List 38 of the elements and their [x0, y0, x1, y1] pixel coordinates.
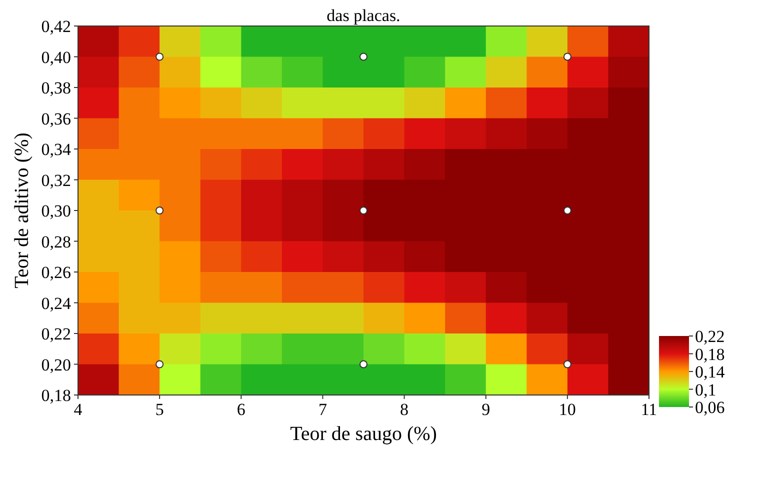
point	[360, 206, 368, 214]
point	[156, 52, 164, 61]
x-tick-label: 8	[400, 400, 409, 419]
x-tick-label: 11	[640, 400, 658, 419]
y-tick-label: 0,32	[41, 170, 71, 190]
point	[563, 206, 572, 214]
y-tick-label: 0,28	[41, 232, 71, 252]
y-tick-label: 0,30	[41, 202, 71, 220]
x-tick-label: 6	[236, 400, 246, 419]
x-tick-label: 5	[155, 400, 164, 419]
color-bar-label: 0,18	[695, 344, 725, 364]
y-tick-label: 0,36	[41, 109, 71, 128]
x-tick-label: 10	[558, 400, 576, 419]
point	[563, 52, 572, 61]
color-bar-label: 0,1	[695, 380, 716, 400]
y-tick-label: 0,22	[41, 324, 71, 344]
color-bar-label: 0,22	[695, 327, 725, 346]
point	[563, 360, 572, 368]
y-tick-label: 0,40	[41, 48, 71, 67]
y-tick-label: 0,18	[41, 386, 71, 405]
y-axis-title: Teor de aditivo (%)	[11, 132, 33, 288]
color-bar-label: 0,14	[695, 362, 726, 382]
chart-title: das placas.	[326, 6, 400, 25]
point	[360, 360, 368, 368]
point	[156, 206, 164, 214]
y-tick-label: 0,20	[41, 355, 71, 374]
point	[360, 52, 368, 61]
x-tick-label: 4	[74, 400, 83, 419]
x-tick-label: 7	[318, 400, 328, 419]
y-tick-label: 0,42	[41, 17, 71, 36]
x-tick-label: 9	[482, 400, 490, 419]
point	[156, 360, 164, 368]
x-axis-title: Teor de saugo (%)	[290, 423, 437, 445]
color-bar-label: 0,06	[695, 398, 725, 417]
y-tick-label: 0,26	[41, 263, 71, 282]
y-tick-label: 0,24	[41, 294, 72, 313]
y-tick-label: 0,34	[41, 140, 72, 159]
y-tick-label: 0,38	[41, 78, 71, 98]
